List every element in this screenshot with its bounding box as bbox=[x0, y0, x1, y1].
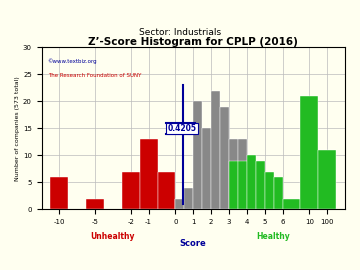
Bar bbox=[220, 107, 229, 210]
Bar bbox=[122, 172, 140, 210]
Bar bbox=[50, 177, 68, 210]
Text: Healthy: Healthy bbox=[257, 232, 291, 241]
Bar bbox=[202, 129, 211, 210]
Text: ©www.textbiz.org: ©www.textbiz.org bbox=[48, 59, 97, 64]
Bar bbox=[265, 172, 274, 210]
Y-axis label: Number of companies (573 total): Number of companies (573 total) bbox=[15, 76, 20, 181]
Bar bbox=[184, 188, 193, 210]
Bar bbox=[184, 188, 193, 210]
Bar bbox=[193, 139, 202, 210]
Bar bbox=[238, 161, 247, 210]
Bar bbox=[211, 91, 220, 210]
Bar bbox=[247, 156, 256, 210]
Bar bbox=[318, 150, 336, 210]
Bar bbox=[283, 199, 300, 210]
Bar bbox=[300, 96, 318, 210]
X-axis label: Score: Score bbox=[180, 239, 207, 248]
Bar bbox=[229, 139, 238, 210]
Bar bbox=[256, 161, 265, 210]
Text: Sector: Industrials: Sector: Industrials bbox=[139, 28, 221, 37]
Bar bbox=[229, 161, 238, 210]
Bar bbox=[274, 177, 283, 210]
Text: Unhealthy: Unhealthy bbox=[91, 232, 135, 241]
Bar bbox=[158, 172, 175, 210]
Bar bbox=[202, 145, 211, 210]
Title: Z’-Score Histogram for CPLP (2016): Z’-Score Histogram for CPLP (2016) bbox=[88, 37, 298, 47]
Text: 0.4205: 0.4205 bbox=[167, 124, 196, 133]
Text: The Research Foundation of SUNY: The Research Foundation of SUNY bbox=[48, 73, 141, 78]
Bar bbox=[175, 199, 184, 210]
Bar bbox=[193, 102, 202, 210]
Bar bbox=[140, 139, 158, 210]
Bar bbox=[175, 199, 184, 210]
Bar bbox=[238, 139, 247, 210]
Bar bbox=[86, 199, 104, 210]
